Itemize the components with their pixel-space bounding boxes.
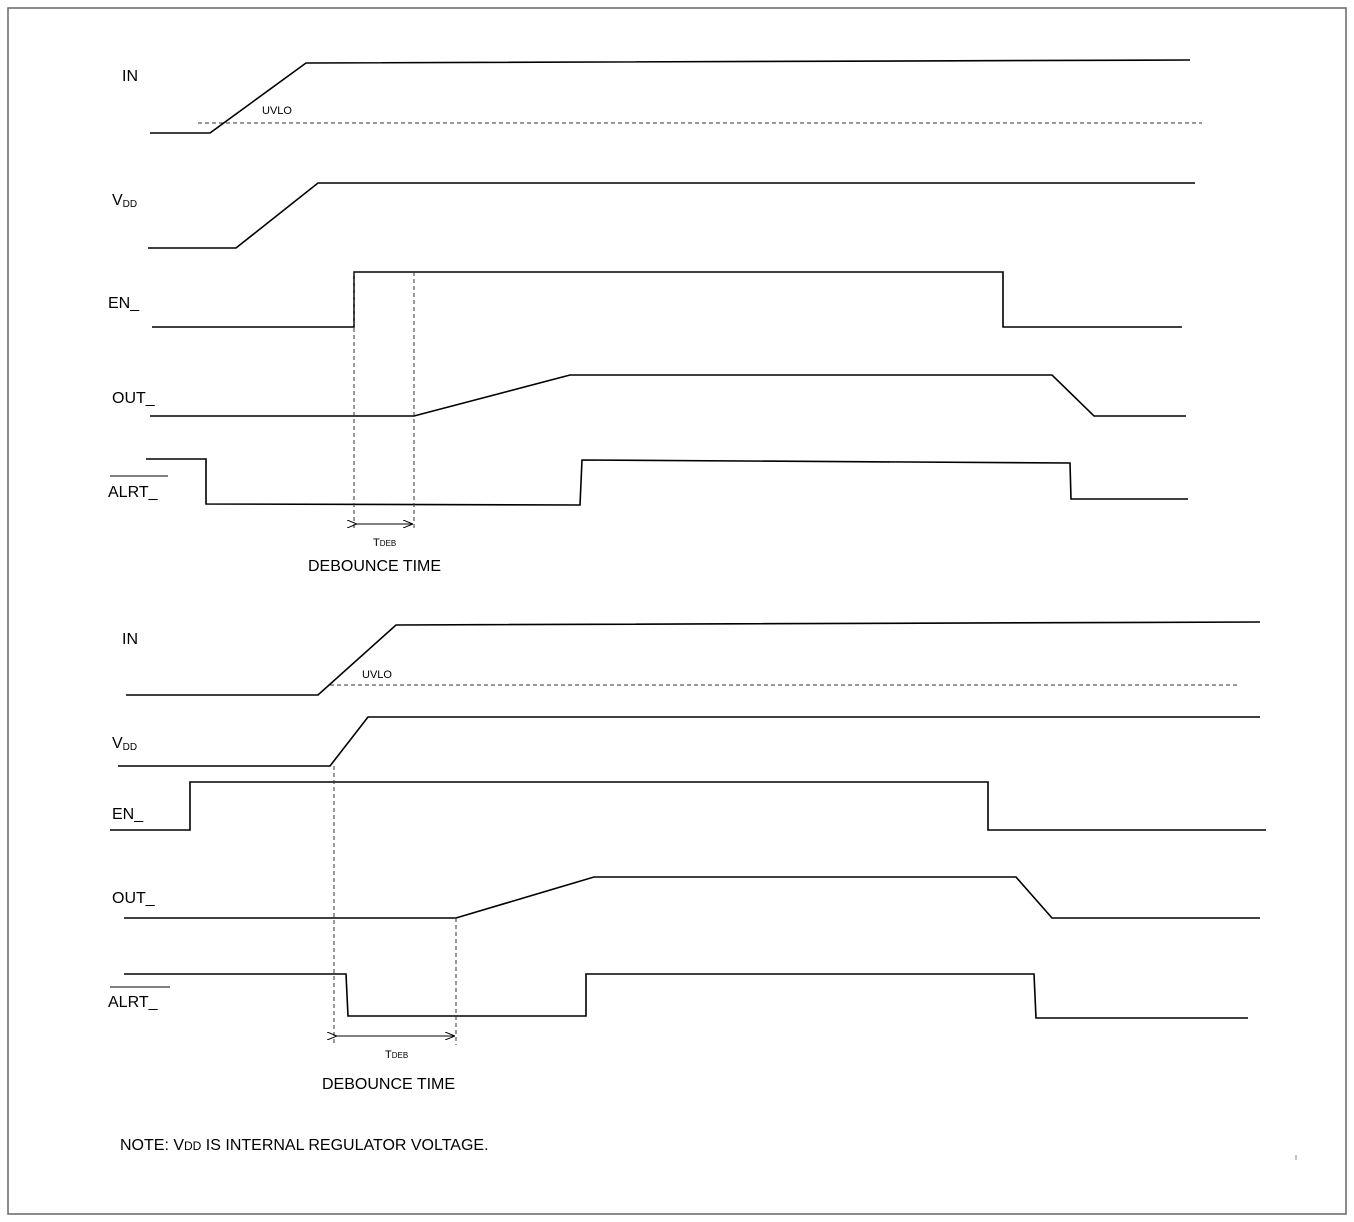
tdeb-label: TDEB bbox=[373, 537, 396, 549]
label-en: EN_ bbox=[108, 295, 140, 312]
uvlo-label: UVLO bbox=[362, 669, 392, 681]
uvlo-label: UVLO bbox=[262, 105, 292, 117]
debounce-label: DEBOUNCE TIME bbox=[308, 558, 441, 575]
tdeb-label: TDEB bbox=[385, 1049, 408, 1061]
diagram-frame bbox=[7, 7, 1347, 1215]
label-vdd: VDD bbox=[112, 735, 137, 753]
label-vdd: VDD bbox=[112, 192, 137, 210]
label-out: OUT_ bbox=[112, 890, 156, 907]
debounce-label: DEBOUNCE TIME bbox=[322, 1076, 455, 1093]
wave-out bbox=[150, 374, 1186, 417]
label-alrt: ALRT_ bbox=[108, 994, 159, 1011]
wave-vdd bbox=[148, 182, 1195, 249]
panel-1: IN VDD EN_ OUT_ ALRT_ UVLO TDEB DEBOUNCE… bbox=[108, 59, 1202, 575]
wave-in bbox=[126, 621, 1261, 696]
label-alrt: ALRT_ bbox=[108, 484, 159, 501]
footnote: NOTE: VDD IS INTERNAL REGULATOR VOLTAGE. bbox=[120, 1137, 489, 1154]
wave-in bbox=[150, 59, 1191, 134]
label-out: OUT_ bbox=[112, 390, 156, 407]
wave-alrt bbox=[146, 458, 1188, 506]
label-in: IN bbox=[122, 68, 138, 85]
wave-en bbox=[110, 781, 1266, 831]
wave-out bbox=[124, 876, 1260, 919]
wave-vdd bbox=[118, 716, 1260, 767]
wave-en bbox=[152, 271, 1182, 328]
label-en: EN_ bbox=[112, 806, 144, 823]
panel-2: IN VDD EN_ OUT_ ALRT_ UVLO TDEB DEBOUNCE… bbox=[108, 621, 1266, 1093]
wave-alrt bbox=[124, 973, 1248, 1019]
label-in: IN bbox=[122, 631, 138, 648]
